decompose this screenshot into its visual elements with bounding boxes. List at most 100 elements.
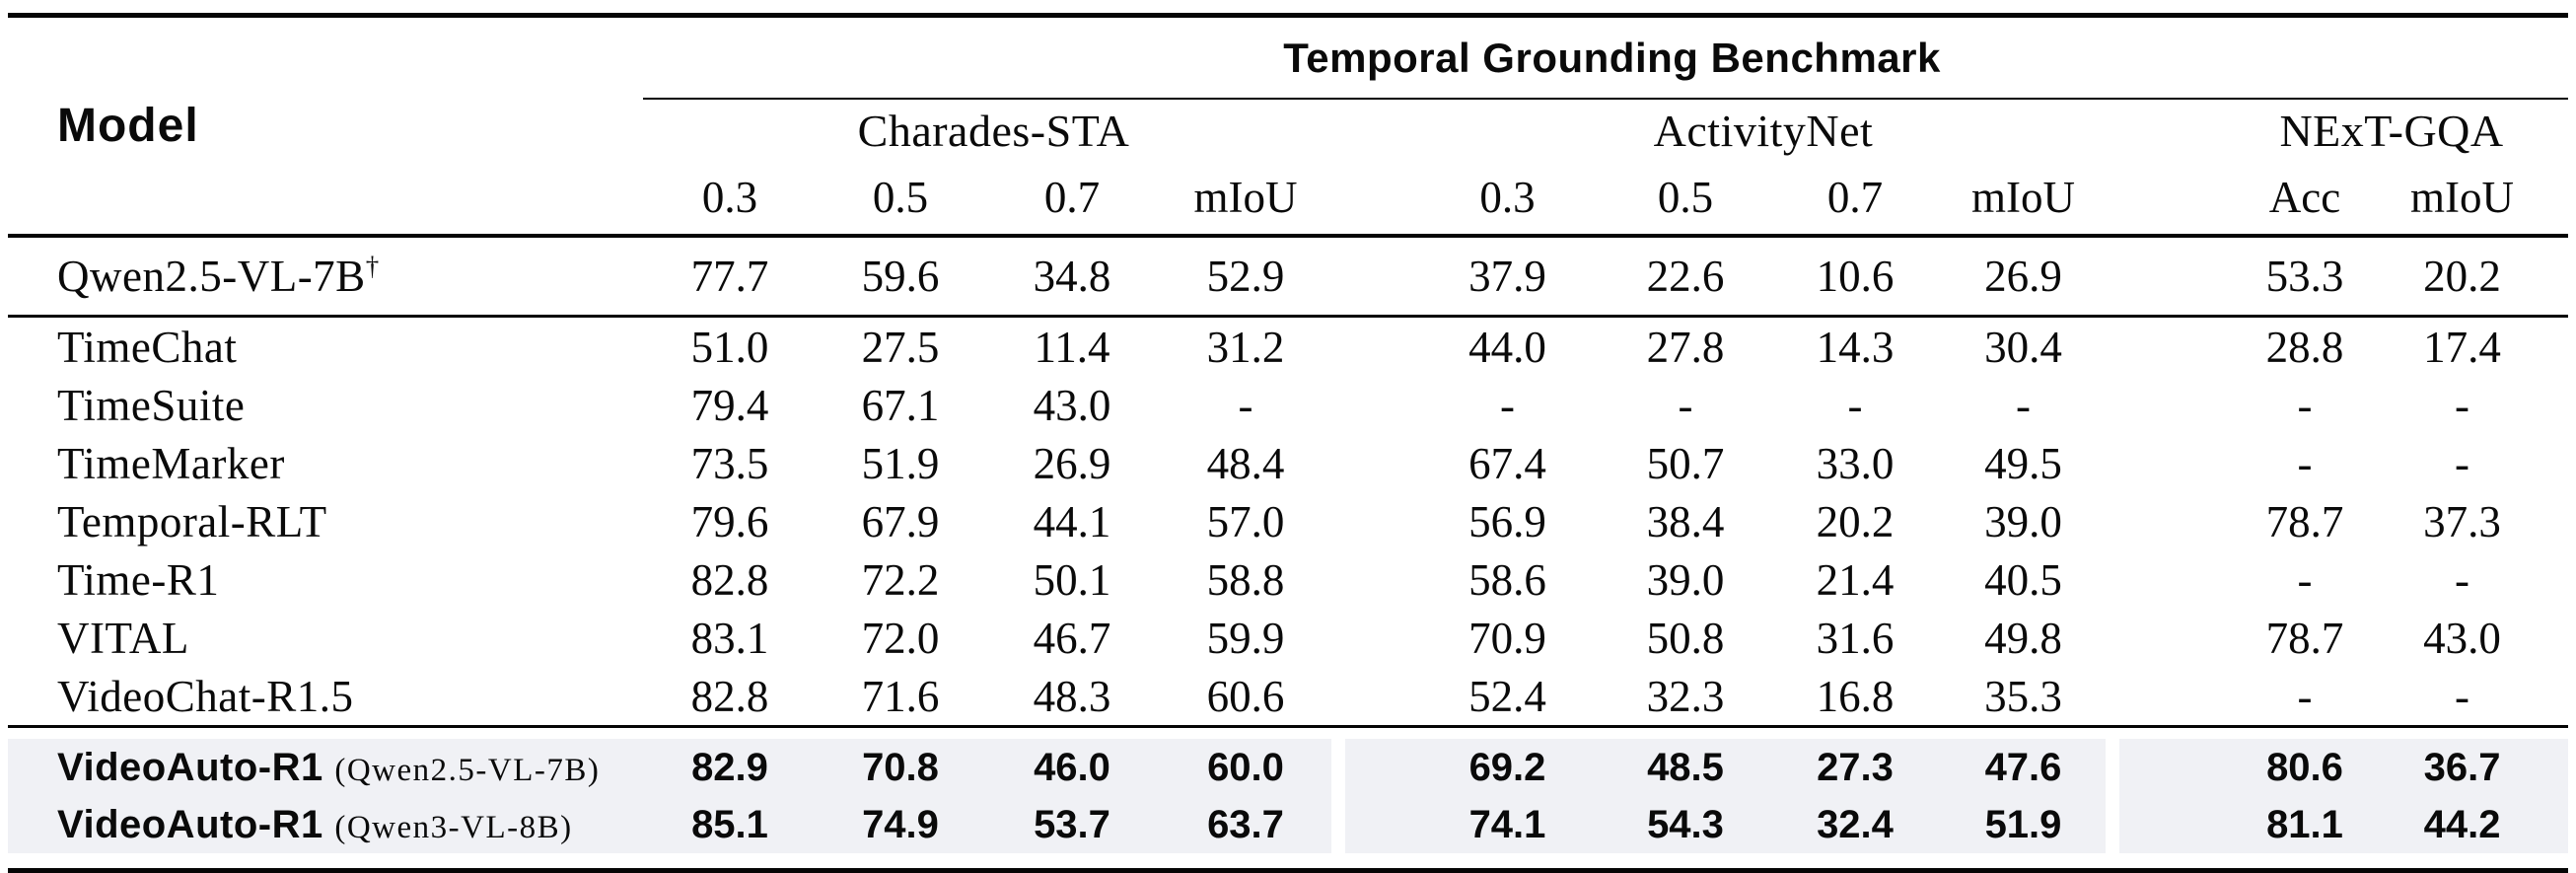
metric-column-header: 0.3 — [643, 161, 817, 238]
column-gap — [1331, 796, 1345, 853]
metric-value-cell: 53.3 — [2119, 236, 2383, 318]
column-gap — [1331, 739, 1345, 796]
row-spacer — [8, 727, 2568, 740]
metric-value-cell: 78.7 — [2265, 496, 2344, 546]
metric-value-cell: - — [1847, 380, 1863, 430]
metric-value-cell: 74.1 — [1345, 796, 1602, 853]
model-name-cell: Time-R1 — [57, 554, 220, 605]
model-name-cell: TimeMarker — [57, 438, 285, 488]
metric-value-cell: 51.9 — [861, 438, 940, 488]
metric-value-cell: 20.2 — [1816, 496, 1895, 546]
metric-value-cell: 10.6 — [1769, 236, 1941, 318]
metric-value-cell: 44.2 — [2383, 796, 2569, 853]
metric-value-cell: - — [2455, 380, 2470, 430]
metric-value-cell: 49.5 — [1984, 438, 2062, 488]
metric-value-cell: - — [2455, 554, 2470, 605]
model-name-cell: TimeSuite — [57, 380, 246, 430]
benchmark-title: Temporal Grounding Benchmark — [643, 15, 2569, 100]
metric-value-cell: - — [2297, 438, 2313, 488]
metric-value-cell: 82.8 — [643, 667, 817, 728]
metric-value-cell: 49.8 — [1984, 613, 2062, 663]
metric-value-cell: - — [1500, 380, 1515, 430]
table-body: Qwen2.5-VL-7B† 77.7 59.6 34.8 52.9 37.9 22.6 10… — [8, 236, 2569, 873]
column-gap — [2106, 550, 2119, 609]
metric-value-cell: 50.8 — [1646, 613, 1725, 663]
metric-value-cell: 79.6 — [690, 496, 769, 546]
metric-value-cell: 78.7 — [2265, 613, 2344, 663]
column-gap — [1331, 236, 1345, 318]
metric-value-cell: 72.0 — [861, 613, 940, 663]
metric-value-cell: 21.4 — [1816, 554, 1895, 605]
metric-value-cell: 47.6 — [1941, 739, 2106, 796]
metric-value-cell: 52.9 — [1160, 236, 1331, 318]
metric-value-cell: 63.7 — [1160, 796, 1331, 853]
model-column-header: Model — [8, 15, 643, 238]
metric-value-cell: - — [1678, 380, 1693, 430]
table-row: TimeMarker 73.5 51.9 26.9 48.4 67.4 50.7 33.0 49… — [8, 434, 2568, 492]
metric-value-cell: 27.5 — [861, 322, 940, 372]
metric-value-cell: 14.3 — [1816, 322, 1895, 372]
metric-value-cell: 32.4 — [1769, 796, 1941, 853]
table-row: TimeChat 51.0 27.5 11.4 31.2 44.0 27.8 14.3 30.4… — [8, 317, 2568, 377]
table-row: TimeSuite 79.4 67.1 43.0 - - - - - - - — [8, 376, 2568, 434]
column-gap — [2106, 667, 2119, 728]
table-header-title-row: Model Temporal Grounding Benchmark — [8, 15, 2569, 238]
metric-value-cell: 27.8 — [1646, 322, 1725, 372]
model-variant-label: (Qwen2.5-VL-7B) — [334, 752, 601, 788]
metric-value-cell: 82.8 — [690, 554, 769, 605]
column-gap — [1331, 492, 1345, 550]
metric-value-cell: 31.6 — [1816, 613, 1895, 663]
model-name-cell: VideoAuto-R1 (Qwen3-VL-8B) — [8, 796, 643, 853]
metric-value-cell: 22.6 — [1602, 236, 1769, 318]
metric-column-header: 0.5 — [1602, 161, 1769, 238]
column-gap — [2106, 161, 2119, 238]
dagger-mark: † — [365, 252, 380, 281]
model-name-cell: Temporal-RLT — [57, 496, 327, 546]
model-name: VideoAuto-R1 — [57, 802, 323, 846]
metric-value-cell: 85.1 — [643, 796, 817, 853]
metric-value-cell: - — [2297, 380, 2313, 430]
metric-value-cell: 30.4 — [1984, 322, 2062, 372]
row-spacer-bottom-rule — [8, 853, 2569, 873]
metric-value-cell: 31.2 — [1206, 322, 1285, 372]
metric-value-cell: 71.6 — [817, 667, 984, 728]
metric-value-cell: 67.4 — [1468, 438, 1546, 488]
metric-value-cell: 27.3 — [1769, 739, 1941, 796]
metric-value-cell: 58.8 — [1206, 554, 1285, 605]
metric-value-cell: - — [2383, 667, 2569, 728]
model-variant-label: (Qwen3-VL-8B) — [334, 809, 573, 845]
metric-value-cell: 35.3 — [1941, 667, 2106, 728]
metric-column-header: 0.7 — [984, 161, 1160, 238]
metric-value-cell: 50.1 — [1033, 554, 1111, 605]
table-row: Time-R1 82.8 72.2 50.1 58.8 58.6 39.0 21.4 40.5 -… — [8, 550, 2568, 609]
metric-value-cell: 39.0 — [1984, 496, 2062, 546]
metric-value-cell: - — [1238, 380, 1253, 430]
table-row: VideoChat-R1.5 82.8 71.6 48.3 60.6 52.4 32.3 16… — [8, 667, 2569, 728]
column-gap — [2106, 796, 2119, 853]
group-header-next-gqa: NExT-GQA — [2279, 105, 2504, 156]
metric-value-cell: 80.6 — [2119, 739, 2383, 796]
table-row-highlighted: VideoAuto-R1 (Qwen3-VL-8B) 85.1 74.9 53.7 63… — [8, 796, 2569, 853]
column-gap — [1331, 99, 1345, 161]
metric-value-cell: 48.4 — [1206, 438, 1285, 488]
metric-value-cell: 53.7 — [984, 796, 1160, 853]
table-row: VITAL 83.1 72.0 46.7 59.9 70.9 50.8 31.6 49.8 78.… — [8, 609, 2568, 667]
column-gap — [2106, 609, 2119, 667]
group-header-activitynet: ActivityNet — [1653, 105, 1874, 156]
model-name-cell: VideoChat-R1.5 — [8, 667, 643, 728]
column-gap — [1331, 550, 1345, 609]
table-row: Temporal-RLT 79.6 67.9 44.1 57.0 56.9 38.4 20.2… — [8, 492, 2568, 550]
metric-column-header: 0.5 — [817, 161, 984, 238]
metric-value-cell: 40.5 — [1984, 554, 2062, 605]
metric-value-cell: 28.8 — [2265, 322, 2344, 372]
column-gap — [1331, 434, 1345, 492]
column-gap — [1331, 667, 1345, 728]
metric-value-cell: 32.3 — [1602, 667, 1769, 728]
metric-value-cell: 60.0 — [1160, 739, 1331, 796]
metric-value-cell: 72.2 — [861, 554, 940, 605]
metric-value-cell: 74.9 — [817, 796, 984, 853]
metric-value-cell: 70.9 — [1468, 613, 1546, 663]
metric-value-cell: 44.0 — [1468, 322, 1546, 372]
metric-value-cell: 59.9 — [1206, 613, 1285, 663]
metric-value-cell: 67.9 — [861, 496, 940, 546]
